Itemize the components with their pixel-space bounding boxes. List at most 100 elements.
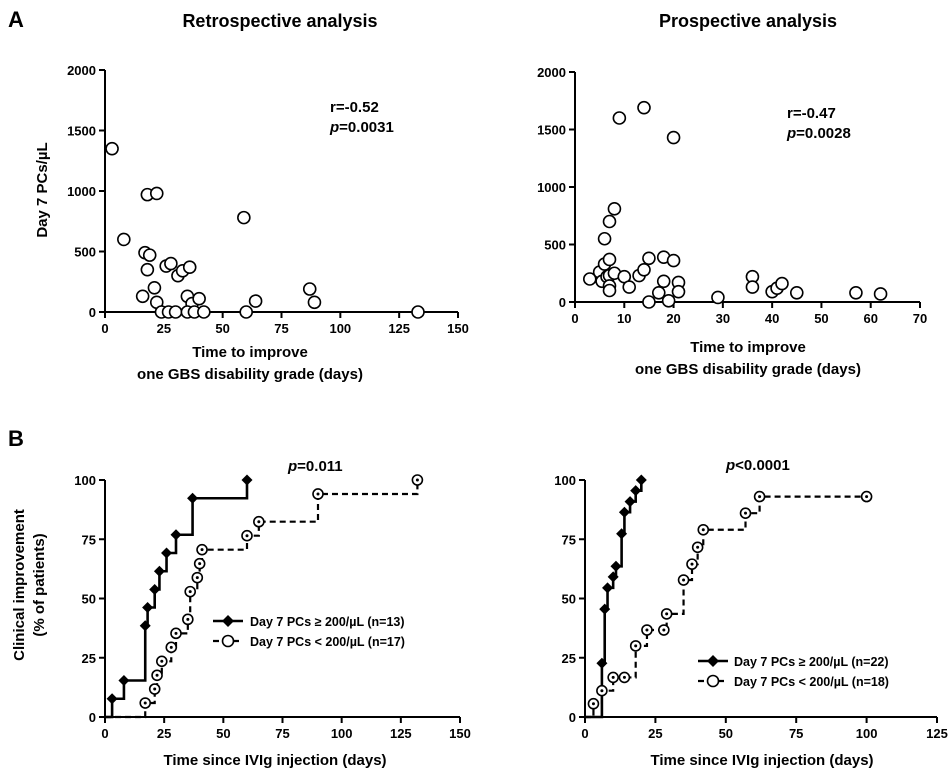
stat-p-label-prospective: p <box>786 125 796 142</box>
series-marker-diamond <box>187 492 199 504</box>
x-tick-label: 50 <box>215 321 229 336</box>
data-point <box>239 305 253 319</box>
series-marker-dot <box>153 687 157 691</box>
series-marker-dot <box>591 702 595 706</box>
y-tick-label: 500 <box>544 238 566 253</box>
data-point <box>182 260 197 275</box>
stat-p-value-survival-right: <0.0001 <box>735 457 790 474</box>
panel-label-b: B <box>8 426 24 451</box>
y-tick-label: 0 <box>559 295 566 310</box>
data-point <box>302 282 317 296</box>
data-point <box>192 291 206 306</box>
y-tick-label: 1000 <box>67 184 96 199</box>
x-tick-label: 75 <box>274 321 288 336</box>
scatter-plot-prospective: 0 10 20 30 40 50 60 70 0 500 1000 1500 2000 <box>537 65 927 326</box>
legend-survival-left: Day 7 PCs ≥ 200/µL (n=13) Day 7 PCs < 20… <box>213 615 405 649</box>
y-tick-label: 2000 <box>67 63 96 78</box>
x-tick-label: 150 <box>447 321 469 336</box>
data-point <box>117 232 131 247</box>
stat-p-value-retrospective: =0.0031 <box>339 119 394 136</box>
stat-p-prospective: p=0.0028 <box>786 125 851 142</box>
series-marker-diamond <box>607 571 619 583</box>
data-point <box>711 290 725 305</box>
x-tick-label: 25 <box>157 321 171 336</box>
series-marker-dot <box>174 631 178 635</box>
y-tick-label: 25 <box>562 651 576 666</box>
series-marker-diamond <box>618 506 630 518</box>
x-tick-label: 50 <box>814 311 828 326</box>
series-marker-dot <box>160 659 164 663</box>
series-marker-dot <box>611 675 615 679</box>
data-point <box>597 231 612 246</box>
chart-title-prospective: Prospective analysis <box>659 11 837 31</box>
series-marker-dot <box>245 534 249 538</box>
series-marker-diamond <box>610 560 622 572</box>
y-axis-label-retrospective: Day 7 PCs/µL <box>34 142 51 237</box>
data-point <box>849 285 863 300</box>
panel-label-a: A <box>8 7 24 32</box>
legend-marker-diamond-right <box>707 655 719 667</box>
data-point <box>666 253 681 268</box>
x-tick-label: 100 <box>856 726 878 741</box>
series-marker-diamond <box>630 485 642 497</box>
data-point <box>307 295 322 310</box>
x-tick-label: 40 <box>765 311 779 326</box>
series-marker-dot <box>169 645 173 649</box>
y-tick-label: 1500 <box>67 124 96 139</box>
y-tick-label: 0 <box>569 710 576 725</box>
series-marker-dot <box>645 628 649 632</box>
series-marker-dot <box>696 545 700 549</box>
y-tick-label: 25 <box>82 651 96 666</box>
x-tick-label: 150 <box>449 726 471 741</box>
series-marker-dot <box>865 495 869 499</box>
series-marker-dot <box>188 590 192 594</box>
series-marker-diamond <box>161 547 173 559</box>
y-tick-label: 500 <box>74 245 96 260</box>
x-axis-label-survival-right: Time since IVIg injection (days) <box>650 752 873 769</box>
x-axis-label-retrospective-line1: Time to improve <box>192 344 308 361</box>
series-marker-dot <box>316 492 320 496</box>
data-point <box>602 214 617 229</box>
y-tick-label: 1500 <box>537 123 566 138</box>
series-marker-dot <box>600 689 604 693</box>
series-marker-diamond <box>118 675 130 687</box>
series-marker-diamond <box>149 583 161 595</box>
series-marker-dot <box>690 562 694 566</box>
y-tick-label: 0 <box>89 710 96 725</box>
data-point <box>602 283 617 298</box>
legend-marker-circle-right <box>706 674 720 688</box>
stat-r-retrospective: r=-0.52 <box>330 99 379 116</box>
data-point <box>775 276 789 291</box>
data-point <box>411 305 425 319</box>
series-marker-dot <box>200 548 204 552</box>
data-point <box>602 252 617 267</box>
data-point <box>661 294 676 308</box>
x-axis-label-prospective-line1: Time to improve <box>690 339 806 356</box>
legend-entry-low-left: Day 7 PCs < 200/µL (n=17) <box>250 635 405 649</box>
stat-p-label-survival-left: p <box>287 458 297 475</box>
legend-marker-diamond-left <box>222 615 234 627</box>
y-axis-label-survival-line2: (% of patients) <box>31 533 48 636</box>
data-point <box>873 287 888 301</box>
data-point <box>135 289 150 304</box>
stat-p-value-prospective: =0.0028 <box>796 125 851 142</box>
x-tick-label: 0 <box>101 726 108 741</box>
y-tick-label: 50 <box>562 592 576 607</box>
data-point <box>149 186 164 201</box>
series-marker-dot <box>186 617 190 621</box>
series-marker-diamond <box>616 528 628 540</box>
x-tick-label: 50 <box>719 726 733 741</box>
series-marker-diamond <box>170 529 182 541</box>
series-marker-dot <box>744 511 748 515</box>
stat-r-prospective: r=-0.47 <box>787 105 836 122</box>
data-point <box>656 274 671 289</box>
x-tick-label: 0 <box>101 321 108 336</box>
x-tick-label: 125 <box>390 726 412 741</box>
series-marker-dot <box>662 628 666 632</box>
data-point <box>642 251 656 266</box>
series-marker-dot <box>155 673 159 677</box>
series-marker-diamond <box>635 474 647 486</box>
chart-title-retrospective: Retrospective analysis <box>182 11 377 31</box>
x-tick-label: 125 <box>926 726 948 741</box>
